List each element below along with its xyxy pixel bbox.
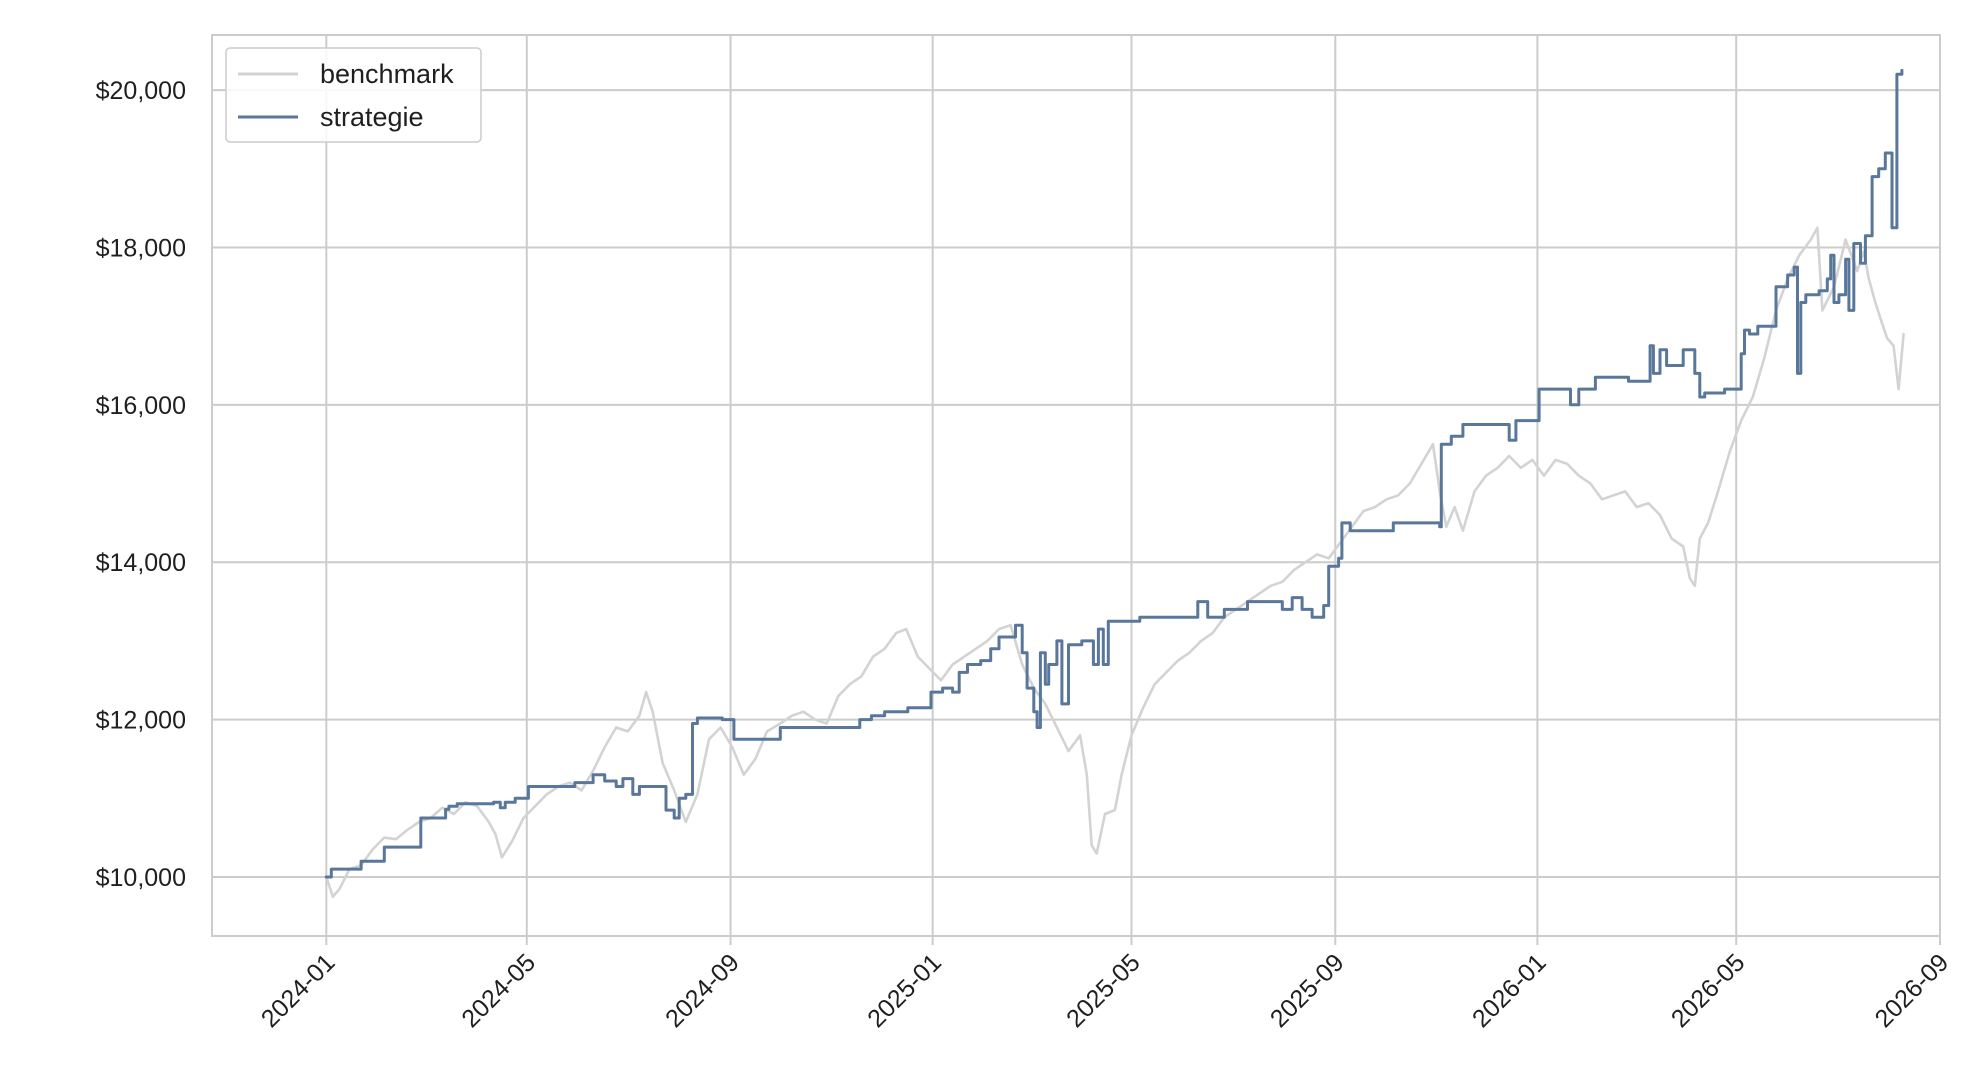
x-tick-label: 2024-05 (456, 948, 541, 1033)
series-lines (324, 68, 1905, 898)
series-line-strategie (324, 68, 1904, 879)
x-tick-label: 2026-09 (1870, 948, 1955, 1033)
x-tick-label: 2025-05 (1061, 948, 1146, 1033)
x-tick-label: 2026-01 (1467, 948, 1552, 1033)
legend-label-benchmark: benchmark (320, 59, 454, 89)
x-tick-label: 2026-05 (1666, 948, 1751, 1033)
gridlines (212, 35, 1941, 936)
y-tick-label: $18,000 (96, 234, 186, 262)
x-axis-tick-labels: 2024-01 2024-05 2024-09 2025-01 2025-05 2025-… (256, 936, 1954, 1033)
x-tick-label: 2025-09 (1265, 948, 1350, 1033)
y-tick-label: $14,000 (96, 549, 186, 577)
y-tick-label: $20,000 (96, 77, 186, 105)
y-tick-label: $16,000 (96, 392, 186, 420)
legend-label-strategie: strategie (320, 102, 424, 132)
y-axis-tick-labels: $10,000 $12,000 $14,000 $16,000 $18,000 $20,0… (96, 77, 186, 892)
x-tick-label: 2024-01 (256, 948, 341, 1033)
x-tick-label: 2025-01 (862, 948, 947, 1033)
y-tick-label: $10,000 (96, 864, 186, 892)
series-line-benchmark (325, 226, 1905, 898)
y-tick-label: $12,000 (96, 707, 186, 735)
plot-area-frame (211, 34, 1941, 937)
legend: benchmark strategie (225, 47, 482, 143)
x-tick-label: 2024-09 (660, 948, 745, 1033)
